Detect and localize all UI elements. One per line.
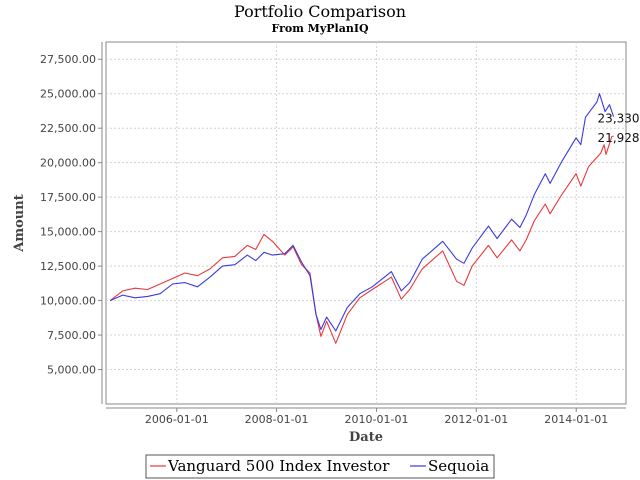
x-tick-label: 2014-01-01 bbox=[544, 413, 608, 426]
y-axis-ticks: 5,000.00 7,500.00 10,000.00 12,500.00 15,000… bbox=[40, 53, 102, 377]
chart-subtitle: From MyPlanIQ bbox=[271, 22, 369, 35]
y-axis-label: Amount bbox=[12, 194, 27, 252]
y-tick-label: 7,500.00 bbox=[47, 329, 96, 342]
chart-title: Portfolio Comparison bbox=[234, 2, 406, 21]
y-tick-label: 15,000.00 bbox=[40, 226, 96, 239]
gridlines bbox=[106, 42, 626, 404]
legend-label-sequoia: Sequoia bbox=[428, 457, 489, 475]
x-tick-label: 2008-01-01 bbox=[245, 413, 309, 426]
y-tick-label: 12,500.00 bbox=[40, 260, 96, 273]
y-tick-label: 27,500.00 bbox=[40, 53, 96, 66]
y-tick-label: 10,000.00 bbox=[40, 295, 96, 308]
y-tick-label: 25,000.00 bbox=[40, 88, 96, 101]
end-value-labels: 21,928 23,330 bbox=[598, 112, 640, 145]
end-value-label-sequoia: 23,330 bbox=[598, 112, 640, 126]
x-tick-label: 2006-01-01 bbox=[145, 413, 209, 426]
series-line-vanguard bbox=[109, 135, 614, 344]
x-tick-label: 2010-01-01 bbox=[345, 413, 409, 426]
x-axis-label: Date bbox=[349, 430, 383, 445]
plot-area bbox=[105, 41, 627, 405]
y-tick-label: 22,500.00 bbox=[40, 122, 96, 135]
end-value-label-vanguard: 21,928 bbox=[598, 131, 640, 145]
y-tick-label: 5,000.00 bbox=[47, 364, 96, 377]
y-tick-label: 17,500.00 bbox=[40, 191, 96, 204]
y-tick-label: 20,000.00 bbox=[40, 157, 96, 170]
x-tick-label: 2012-01-01 bbox=[444, 413, 508, 426]
legend-box bbox=[145, 454, 495, 479]
series-line-sequoia bbox=[109, 93, 615, 332]
legend: Vanguard 500 Index Investor Sequoia bbox=[145, 454, 495, 479]
x-axis-ticks: 2006-01-01 2008-01-01 2010-01-01 2012-01-01… bbox=[145, 408, 608, 426]
legend-label-vanguard: Vanguard 500 Index Investor bbox=[167, 457, 390, 475]
series-lines bbox=[109, 93, 615, 344]
